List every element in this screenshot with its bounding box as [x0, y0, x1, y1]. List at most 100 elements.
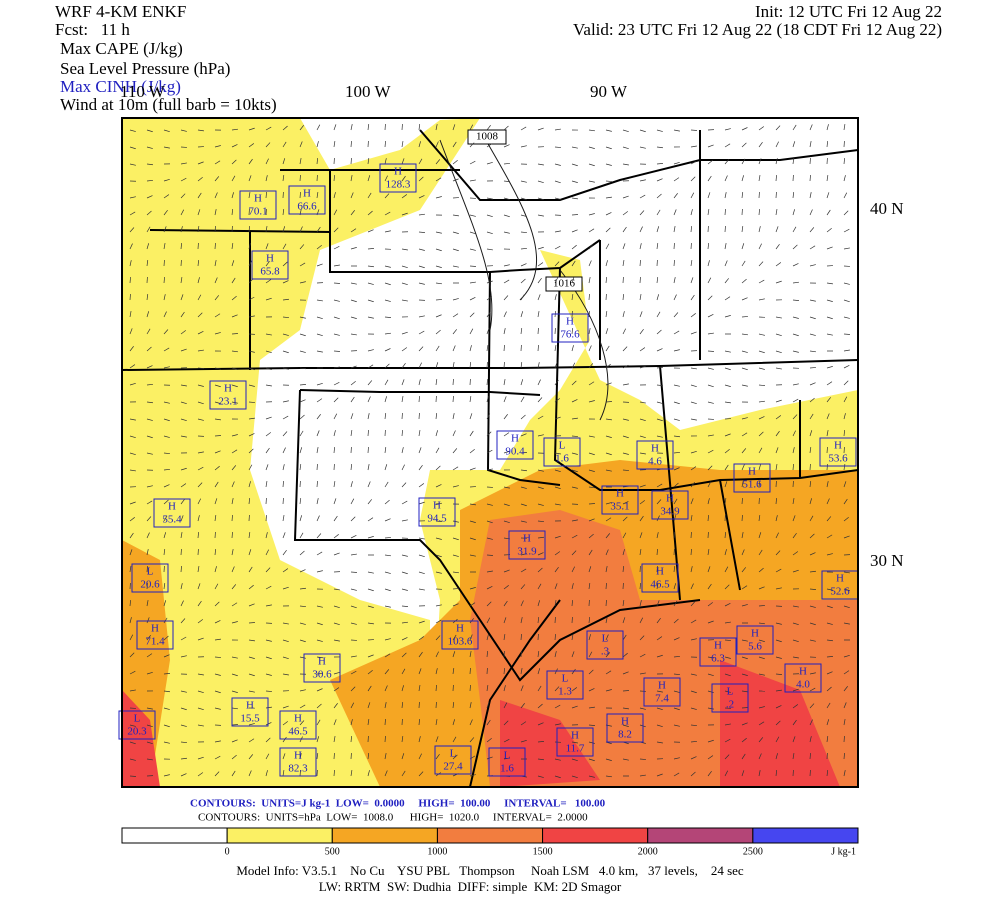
lat-label: 30 N [870, 551, 904, 570]
center-value: 35.1 [610, 501, 629, 513]
footer-line: Model Info: V3.5.1 No Cu YSU PBL Thompso… [236, 863, 744, 878]
field-label: Max CAPE (J/kg) [60, 39, 183, 58]
color-tick-label: 2500 [743, 846, 763, 857]
center-type: L [562, 673, 569, 685]
model-name: WRF 4-KM ENKF [55, 2, 186, 21]
center-value: 8.2 [618, 729, 632, 741]
center-type: L [559, 440, 566, 452]
center-type: H [294, 713, 302, 725]
center-type: H [836, 573, 844, 585]
color-bin [753, 828, 858, 843]
center-value: 70.1 [248, 206, 267, 218]
center-type: H [748, 466, 756, 478]
field-label: Sea Level Pressure (hPa) [60, 59, 230, 78]
center-type: H [658, 680, 666, 692]
center-value: 1.3 [558, 686, 572, 698]
center-type: H [511, 433, 519, 445]
center-value: 46.5 [650, 579, 670, 591]
center-value: 31.9 [517, 546, 537, 558]
center-value: 76.6 [560, 329, 580, 341]
center-value: 66.6 [297, 201, 317, 213]
center-value: 34.9 [660, 506, 680, 518]
center-type: H [294, 750, 302, 762]
center-value: 11.7 [566, 743, 585, 755]
lat-label: 40 N [870, 199, 904, 218]
center-type: H [246, 700, 254, 712]
slp-contour-info: CONTOURS: UNITS=hPa LOW= 1008.0 HIGH= 10… [198, 812, 588, 824]
center-value: 7.4 [655, 693, 669, 705]
center-type: H [224, 383, 232, 395]
field-label: Wind at 10m (full barb = 10kts) [60, 95, 277, 114]
color-tick-label: 500 [325, 846, 340, 857]
center-value: 5.6 [748, 641, 762, 653]
center-type: H [616, 488, 624, 500]
isobar-label: 1016 [553, 278, 576, 290]
center-type: L [147, 566, 154, 578]
center-value: 20.6 [140, 579, 160, 591]
center-type: H [318, 656, 326, 668]
valid-time: Valid: 23 UTC Fri 12 Aug 22 (18 CDT Fri … [573, 20, 942, 39]
center-value: 20.3 [127, 726, 147, 738]
color-bin [332, 828, 437, 843]
center-value: .2 [726, 699, 734, 711]
center-value: 15.5 [240, 713, 260, 725]
center-type: H [394, 166, 402, 178]
color-bin [122, 828, 227, 843]
center-value: 65.8 [260, 266, 280, 278]
center-type: H [523, 533, 531, 545]
center-value: 103.6 [448, 636, 473, 648]
center-value: 30.6 [312, 669, 332, 681]
center-value: 94.5 [427, 513, 447, 525]
center-type: H [266, 253, 274, 265]
center-type: H [666, 493, 674, 505]
center-type: H [714, 640, 722, 652]
isobar-label: 1008 [476, 131, 499, 143]
color-bin [227, 828, 332, 843]
center-type: H [621, 716, 629, 728]
center-value: 90.4 [505, 446, 525, 458]
center-value: 1.6 [500, 763, 514, 775]
center-value: 1.6 [555, 453, 569, 465]
color-tick-label: 1500 [533, 846, 553, 857]
center-type: H [566, 316, 574, 328]
center-type: H [751, 628, 759, 640]
lon-label: 110 W [120, 82, 166, 101]
center-value: 128.3 [386, 179, 411, 191]
center-type: H [168, 501, 176, 513]
center-type: L [134, 713, 141, 725]
center-type: H [799, 666, 807, 678]
color-bin [437, 828, 542, 843]
center-value: 4.0 [796, 679, 810, 691]
lon-label: 100 W [345, 82, 391, 101]
center-type: L [602, 633, 609, 645]
center-type: H [456, 623, 464, 635]
forecast-hour: Fcst: 11 h [55, 20, 130, 39]
color-unit: J kg-1 [831, 846, 856, 857]
center-type: H [303, 188, 311, 200]
center-value: 46.5 [288, 726, 308, 738]
lon-label: 90 W [590, 82, 628, 101]
center-type: H [834, 440, 842, 452]
center-value: 52.6 [830, 586, 850, 598]
center-value: 4.6 [648, 456, 662, 468]
init-time: Init: 12 UTC Fri 12 Aug 22 [755, 2, 942, 21]
center-value: 55.4 [162, 514, 182, 526]
center-value: 51.6 [742, 479, 762, 491]
center-type: L [450, 748, 457, 760]
color-tick-label: 2000 [638, 846, 658, 857]
center-value: 6.3 [711, 653, 725, 665]
center-type: L [727, 686, 734, 698]
center-value: 53.6 [828, 453, 848, 465]
center-value: .3 [601, 646, 610, 658]
center-type: H [151, 623, 159, 635]
color-bin [648, 828, 753, 843]
center-value: 27.4 [443, 761, 463, 773]
center-type: H [254, 193, 262, 205]
map: 1008 1016 H70.1H66.6H128.3H65.8H76.6H90.… [119, 118, 858, 787]
color-tick-label: 0 [225, 846, 230, 857]
footer-line: LW: RRTM SW: Dudhia DIFF: simple KM: 2D … [319, 879, 622, 894]
center-value: 71.4 [145, 636, 165, 648]
center-type: H [651, 443, 659, 455]
